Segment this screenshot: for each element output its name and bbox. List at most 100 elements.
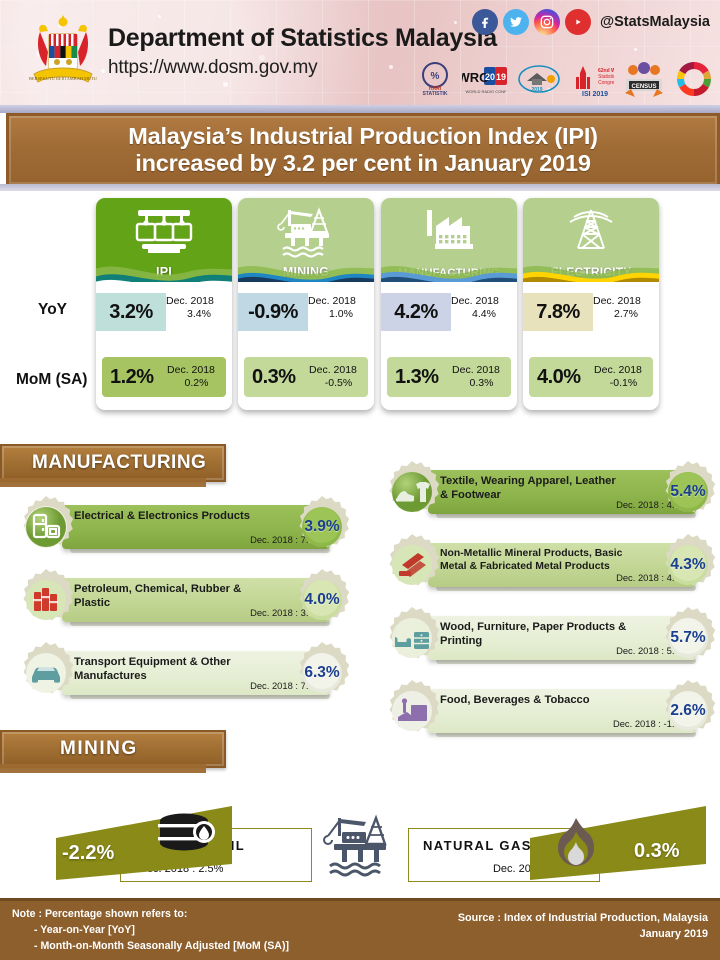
row-label-yoy: YoY bbox=[38, 301, 67, 318]
mfg-value-nonmetallic: 4.3% bbox=[670, 556, 706, 573]
mfg-dec-nonmetallic: Dec. 2018 : 4.1% bbox=[616, 572, 688, 583]
electricity-mom-stat: 4.0% Dec. 2018 -0.1% bbox=[529, 357, 653, 397]
crude-oil-value-wrap: -2.2% bbox=[48, 802, 232, 884]
mfg-row-textile[interactable]: Textile, Wearing Apparel, Leather & Foot… bbox=[372, 460, 720, 524]
mfg-row-nonmetallic[interactable]: Non-Metallic Mineral Products, Basic Met… bbox=[372, 533, 720, 597]
kpi-card-ipi[interactable]: IPI 3.2% Dec. 2018 3.4% 1.2% Dec. 2018 0… bbox=[96, 198, 232, 410]
kpi-card-electricity[interactable]: ELECTRICITY 7.8% Dec. 2018 2.7% 4.0% Dec… bbox=[523, 198, 659, 410]
page-footer: Note : Percentage shown refers to: - Yea… bbox=[0, 898, 720, 960]
svg-text:Statistics: Statistics bbox=[598, 74, 614, 80]
mining-yoy-prev: Dec. 2018 1.0% bbox=[308, 295, 374, 321]
mfg-bar-transport: Transport Equipment & Other Manufactures… bbox=[62, 651, 330, 695]
footer-source: Source : Index of Industrial Production,… bbox=[458, 910, 708, 942]
mining-mom-prev-label: Dec. 2018 bbox=[309, 364, 357, 377]
social-links: @StatsMalaysia bbox=[471, 9, 710, 35]
natural-gas-badge bbox=[530, 806, 706, 880]
mfg-label-food-l1: Food, Beverages & Tobacco bbox=[440, 694, 590, 706]
facebook-icon[interactable] bbox=[471, 9, 498, 35]
manufacturing-yoy-stat: 4.2% Dec. 2018 4.4% bbox=[381, 293, 517, 331]
ipi-mom-value: 1.2% bbox=[110, 365, 154, 388]
gear-frame bbox=[23, 569, 74, 621]
mfg-value-food: 2.6% bbox=[670, 702, 706, 719]
gear-frame bbox=[389, 607, 440, 659]
kpi-card-manufacturing[interactable]: MANUFACTURING 4.2% Dec. 2018 4.4% 1.3% D… bbox=[381, 198, 517, 410]
mfg-row-food[interactable]: Food, Beverages & Tobacco Dec. 2018 : -1… bbox=[372, 679, 720, 743]
gear-frame bbox=[665, 680, 716, 732]
title-bottom-band bbox=[0, 184, 720, 191]
social-handle: @StatsMalaysia bbox=[599, 14, 710, 30]
svg-text:Congress: Congress bbox=[598, 80, 614, 86]
mfg-dec-petroleum: Dec. 2018 : 3.6% bbox=[250, 607, 322, 618]
partner-logos: % HARI STATISTIK WRC 20 19 WORLD RADIO C… bbox=[415, 58, 714, 100]
mfg-label-wood-l2: Printing bbox=[440, 634, 483, 647]
sdg-wheel-logo bbox=[677, 62, 711, 96]
mining-yoy-prev-label: Dec. 2018 bbox=[308, 295, 356, 307]
mfg-row-petroleum[interactable]: Petroleum, Chemical, Rubber & Plastic De… bbox=[6, 568, 354, 632]
mfg-value-electrical: 3.9% bbox=[304, 518, 340, 535]
furniture-icon bbox=[395, 632, 429, 649]
ipi-yoy-stat: 3.2% Dec. 2018 3.4% bbox=[96, 293, 232, 331]
mfg-label-petroleum-l2: Plastic bbox=[74, 596, 111, 609]
wave-divider bbox=[523, 266, 659, 282]
ipi-mom-prev: Dec. 2018 0.2% bbox=[167, 364, 226, 390]
wave-divider bbox=[381, 266, 517, 282]
electricity-yoy-prev-label: Dec. 2018 bbox=[593, 295, 641, 307]
mining-detail-area: CRUDE OIL Dec. 2018 : 2.5% -2.2% bbox=[0, 780, 720, 890]
gear-frame bbox=[389, 534, 440, 586]
mfg-row-transport[interactable]: Transport Equipment & Other Manufactures… bbox=[6, 641, 354, 705]
mfg-row-electrical[interactable]: Electrical & Electronics Products Dec. 2… bbox=[6, 495, 354, 559]
mfg-row-wood[interactable]: Wood, Furniture, Paper Products & Printi… bbox=[372, 606, 720, 670]
card-header-electricity: ELECTRICITY bbox=[523, 198, 659, 282]
main-title-banner: Malaysia’s Industrial Production Index (… bbox=[6, 113, 720, 187]
manufacturing-yoy-prev-value: 4.4% bbox=[472, 307, 496, 320]
natural-gas-value: 0.3% bbox=[634, 840, 680, 862]
footer-source-line-1: Source : Index of Industrial Production,… bbox=[457, 912, 708, 924]
manufacturing-yoy-value: 4.2% bbox=[394, 300, 438, 323]
mfg-value-transport: 6.3% bbox=[304, 664, 340, 681]
card-header-ipi: IPI bbox=[96, 198, 232, 282]
power-pylon-icon bbox=[569, 209, 613, 249]
mfg-label-nonmetallic-l2: Metal & Fabricated Metal Products bbox=[440, 560, 610, 572]
title-line-1: Malaysia’s Industrial Production Index (… bbox=[128, 122, 598, 149]
electricity-mom-prev-label: Dec. 2018 bbox=[594, 364, 642, 377]
crude-oil-badge bbox=[56, 806, 232, 880]
footer-note-line-3: - Month-on-Month Seasonally Adjusted [Mo… bbox=[34, 939, 289, 952]
electricity-yoy-chip: 7.8% bbox=[523, 293, 593, 331]
ipi-yoy-prev-value: 3.4% bbox=[187, 307, 211, 320]
section-banner-manufacturing-tail bbox=[0, 478, 206, 487]
instagram-icon[interactable] bbox=[533, 9, 560, 35]
mfg-value-petroleum: 4.0% bbox=[304, 591, 340, 608]
manufacturing-mom-stat: 1.3% Dec. 2018 0.3% bbox=[387, 357, 511, 397]
manufacturing-mom-prev-label: Dec. 2018 bbox=[452, 364, 500, 377]
mfg-label-wood: Wood, Furniture, Paper Products & Printi… bbox=[440, 621, 644, 648]
mfg-dec-wood: Dec. 2018 : 5.0% bbox=[616, 645, 688, 656]
mfg-label-petroleum-l1: Petroleum, Chemical, Rubber & bbox=[74, 583, 242, 595]
mfg-dec-food: Dec. 2018 : -1.1% bbox=[612, 718, 688, 729]
mfg-label-transport-l1: Transport Equipment & Other bbox=[74, 656, 231, 668]
natural-gas-label: NATURAL GAS bbox=[423, 838, 532, 853]
kpi-card-mining[interactable]: MINING -0.9% Dec. 2018 1.0% 0.3% Dec. 20… bbox=[238, 198, 374, 410]
electricity-mom-prev: Dec. 2018 -0.1% bbox=[594, 364, 653, 390]
gear-frame bbox=[23, 496, 74, 548]
mfg-bar-textile: Textile, Wearing Apparel, Leather & Foot… bbox=[428, 470, 696, 514]
twitter-icon[interactable] bbox=[502, 9, 529, 35]
mfg-dec-transport: Dec. 2018 : 7.0% bbox=[250, 680, 322, 691]
natural-gas-value-wrap: 0.3% bbox=[530, 802, 714, 884]
svg-text:ISI 2019: ISI 2019 bbox=[582, 91, 608, 98]
title-line-2: increased by 3.2 per cent in January 201… bbox=[135, 150, 591, 176]
section-label-mining: MINING bbox=[60, 738, 138, 759]
row-label-mom: MoM (SA) bbox=[16, 371, 88, 388]
shoe-shirt-icon bbox=[395, 482, 430, 502]
mspn-2019-logo: 2019 bbox=[518, 65, 560, 93]
electricity-yoy-prev: Dec. 2018 2.7% bbox=[593, 295, 659, 321]
card-header-mining: MINING bbox=[238, 198, 374, 282]
ipi-yoy-value: 3.2% bbox=[109, 300, 153, 323]
gear-frame bbox=[299, 569, 350, 621]
section-banner-mining: MINING bbox=[0, 730, 226, 768]
manufacturing-mom-value: 1.3% bbox=[395, 365, 439, 388]
mfg-value-textile: 5.4% bbox=[670, 483, 706, 500]
section-banner-mining-tail bbox=[0, 764, 206, 773]
youtube-icon[interactable] bbox=[564, 9, 591, 35]
section-label-manufacturing: MANUFACTURING bbox=[32, 452, 207, 473]
